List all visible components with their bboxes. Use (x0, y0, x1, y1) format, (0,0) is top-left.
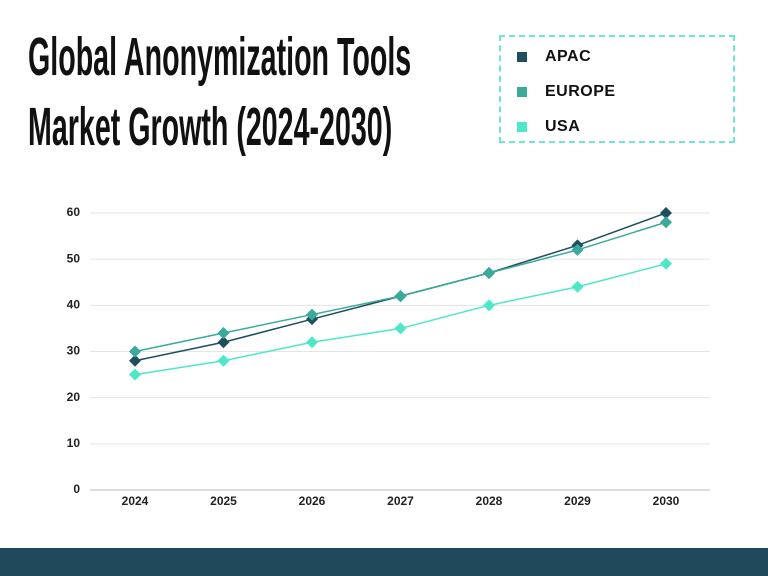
series-line (134, 212, 667, 362)
chart-title: Global Anonymization Tools Market Growth… (28, 27, 412, 157)
x-tick-label: 2030 (653, 494, 680, 508)
data-point (129, 368, 141, 381)
y-tick-label: 40 (67, 298, 81, 312)
x-tick-label: 2026 (299, 494, 326, 508)
data-point (660, 216, 672, 229)
data-point (217, 354, 230, 367)
data-point (660, 207, 672, 219)
y-tick-label: 10 (67, 436, 81, 450)
legend: APAC EUROPE USA (499, 35, 735, 143)
data-point (217, 327, 230, 340)
legend-label: EUROPE (545, 83, 616, 100)
legend-swatch (517, 87, 527, 97)
data-point (660, 257, 672, 270)
legend-item: EUROPE (517, 82, 616, 102)
legend-item: USA (517, 117, 580, 137)
data-point (483, 267, 495, 280)
legend-item: APAC (517, 47, 591, 67)
y-tick-label: 60 (67, 205, 81, 219)
x-tick-label: 2027 (387, 494, 414, 508)
data-point (306, 308, 318, 321)
y-tick-label: 0 (73, 482, 80, 496)
data-point (306, 336, 318, 349)
legend-label: APAC (545, 48, 592, 65)
x-tick-label: 2024 (122, 494, 149, 508)
data-point (483, 299, 495, 312)
y-tick-label: 20 (67, 390, 81, 404)
data-point (394, 322, 407, 335)
legend-label: USA (545, 118, 581, 135)
data-point (217, 336, 230, 349)
data-point (571, 280, 584, 293)
data-point (129, 345, 141, 358)
data-point (129, 354, 141, 367)
data-point (571, 243, 584, 256)
x-tick-label: 2025 (210, 494, 237, 508)
y-tick-label: 50 (67, 251, 81, 265)
legend-swatch (517, 52, 527, 62)
legend-swatch (517, 122, 527, 132)
footer-bar (0, 548, 768, 576)
x-tick-label: 2028 (476, 494, 503, 508)
series-line (134, 263, 667, 376)
y-tick-label: 30 (67, 344, 81, 358)
x-tick-label: 2029 (564, 494, 591, 508)
data-point (394, 290, 407, 303)
